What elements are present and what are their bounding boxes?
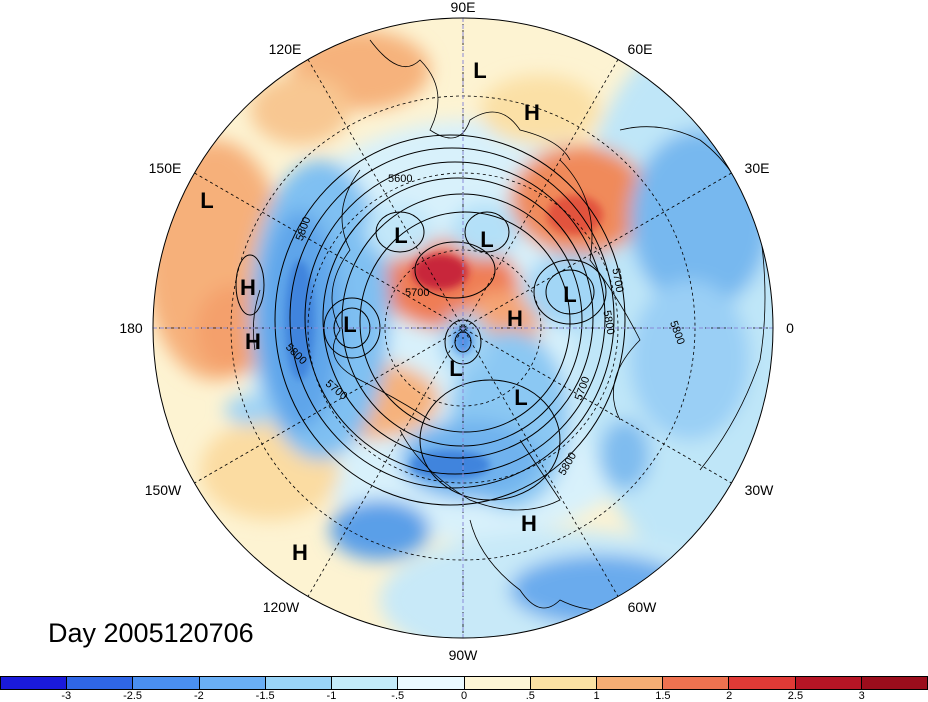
colorbar-box: [199, 677, 266, 689]
lon-label-60w: 60W: [628, 599, 658, 615]
colorbar-tick-label: 2: [726, 690, 733, 702]
contour-label: 5600: [388, 173, 412, 185]
lon-label-150w: 150W: [145, 482, 182, 498]
colorbar-tick-label: -1.5: [255, 690, 275, 702]
colorbar-box: [663, 677, 730, 689]
anomaly-field: [153, 18, 773, 638]
colorbar-box: [530, 677, 597, 689]
lon-label-0: 0: [786, 320, 794, 336]
pressure-center-label: L: [473, 58, 486, 83]
colorbar-tick-label: 1: [593, 690, 600, 702]
colorbar-box: [398, 677, 465, 689]
pressure-center-labels: L H L L L H L H H L L L H H: [200, 58, 576, 565]
lon-label-120w: 120W: [263, 599, 300, 615]
lon-label-60e: 60E: [628, 41, 653, 57]
date-label: Day 2005120706: [48, 618, 254, 648]
lon-label-90w: 90W: [449, 647, 479, 663]
contour-label: 5800: [600, 309, 616, 335]
longitude-labels: 90E 60E 30E 0 30W 60W 90W 120W 150W 180 …: [119, 0, 794, 663]
lon-label-90e: 90E: [451, 0, 476, 15]
lon-label-30e: 30E: [745, 160, 770, 176]
contour-label: 5700: [405, 287, 429, 299]
pressure-center-label: H: [245, 329, 261, 354]
colorbar-tick-label: -3: [61, 690, 72, 702]
colorbar-tick-label: -2: [193, 690, 204, 702]
colorbar-tick-label: 2.5: [787, 690, 804, 702]
colorbar-tick-labels: -3 -2.5 -2 -1.5 -1 -.5 0 .5 1 1.5 2 2.5 3: [0, 690, 928, 702]
colorbar-box: [265, 677, 333, 689]
pressure-center-label: L: [200, 188, 213, 213]
pressure-center-label: H: [240, 275, 256, 300]
pressure-center-label: H: [524, 100, 540, 125]
colorbar-box: [1, 677, 68, 689]
colorbar: [0, 676, 928, 690]
colorbar-box: [795, 677, 862, 689]
pressure-center-label: L: [480, 227, 493, 252]
colorbar-box: [67, 677, 134, 689]
contour-label: 5700: [609, 267, 625, 293]
colorbar-tick-label: 0: [460, 690, 468, 702]
map-boundary: [152, 17, 774, 639]
colorbar-tick-label: .5: [525, 690, 535, 702]
lon-label-180: 180: [119, 320, 143, 336]
pressure-center-label: H: [521, 511, 537, 536]
colorbar-box: [861, 677, 928, 689]
pressure-center-label: L: [514, 385, 527, 410]
pressure-center-label: L: [394, 223, 407, 248]
colorbar-box: [596, 677, 664, 689]
colorbar-box: [729, 677, 796, 689]
colorbar-tick-label: -1: [326, 690, 337, 702]
colorbar-tick-label: -.5: [391, 690, 405, 702]
pressure-center-label: L: [563, 282, 576, 307]
colorbar-tick-label: -2.5: [123, 690, 143, 702]
colorbar-tick-label: 3: [858, 690, 865, 702]
pressure-center-label: H: [292, 540, 308, 565]
colorbar-box: [332, 677, 399, 689]
colorbar-tick-label: 1.5: [655, 690, 671, 702]
colorbar-box: [464, 677, 531, 689]
lon-label-150e: 150E: [149, 160, 182, 176]
pressure-center-label: H: [507, 306, 523, 331]
lon-label-30w: 30W: [745, 482, 775, 498]
colorbar-box: [133, 677, 200, 689]
pressure-center-label: L: [449, 356, 462, 381]
pressure-center-label: L: [343, 312, 356, 337]
lon-label-120e: 120E: [269, 41, 302, 57]
